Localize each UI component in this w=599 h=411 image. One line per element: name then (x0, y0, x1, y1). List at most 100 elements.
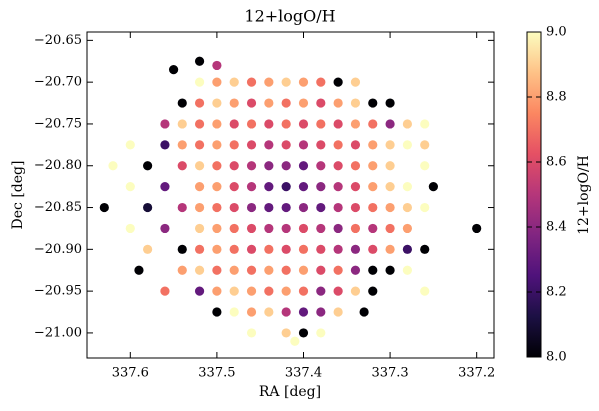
colorbar-tick-label: 8.4 (546, 220, 567, 235)
point (125, 140, 135, 150)
colorbar-tick-label: 9.0 (546, 25, 567, 40)
point (298, 265, 309, 275)
point (125, 182, 135, 192)
y-tick-label: −20.80 (34, 158, 82, 173)
point (281, 182, 291, 192)
point (368, 265, 378, 275)
point (177, 140, 187, 150)
y-axis-label: Dec [deg] (10, 161, 26, 230)
point (350, 140, 361, 150)
point (99, 202, 109, 213)
point (229, 119, 239, 129)
x-axis-label: RA [deg] (259, 384, 321, 400)
point (385, 244, 395, 254)
point (402, 140, 413, 150)
point (298, 202, 309, 213)
point (143, 161, 153, 171)
point (316, 182, 326, 192)
point (420, 161, 430, 171)
point (177, 244, 187, 254)
point (194, 119, 205, 129)
point (125, 223, 135, 234)
point (350, 265, 361, 275)
point (246, 140, 257, 150)
point (316, 161, 326, 171)
point (246, 119, 257, 129)
point (402, 182, 413, 192)
point (229, 307, 239, 317)
point (229, 223, 239, 234)
x-tick-label: 337.2 (458, 366, 495, 381)
point (385, 98, 395, 108)
point (350, 161, 361, 171)
point (281, 140, 291, 150)
point (298, 244, 309, 254)
point (212, 119, 222, 129)
point (402, 202, 413, 213)
point (212, 77, 222, 87)
point (194, 56, 205, 66)
point (420, 119, 430, 129)
y-tick-label: −20.65 (34, 33, 82, 48)
point (281, 77, 291, 87)
point (160, 286, 170, 296)
point (333, 182, 343, 192)
point (350, 223, 361, 234)
y-tick-label: −21.00 (34, 325, 82, 340)
point (212, 182, 222, 192)
point (264, 307, 274, 317)
point (229, 244, 239, 254)
point (316, 223, 326, 234)
point (298, 223, 309, 234)
point (212, 60, 222, 71)
point (420, 286, 430, 296)
point (229, 98, 239, 108)
point (316, 265, 326, 275)
point (194, 244, 205, 254)
point (212, 265, 222, 275)
point (368, 140, 378, 150)
point (350, 202, 361, 213)
point (246, 98, 257, 108)
point (212, 202, 222, 213)
point (229, 286, 239, 296)
point (212, 161, 222, 171)
point (385, 182, 395, 192)
point (333, 161, 343, 171)
point (264, 182, 274, 192)
x-tick-label: 337.3 (371, 366, 408, 381)
point (298, 328, 309, 338)
point (333, 265, 343, 275)
point (229, 265, 239, 275)
y-tick-label: −20.90 (34, 242, 82, 257)
point (264, 286, 274, 296)
point (177, 202, 187, 213)
point (333, 77, 343, 87)
point (229, 161, 239, 171)
point (420, 140, 430, 150)
colorbar-label: 12+logO/H (576, 155, 592, 235)
point (229, 182, 239, 192)
point (281, 119, 291, 129)
x-tick-label: 337.6 (112, 366, 149, 381)
point (428, 182, 438, 192)
point (350, 98, 361, 108)
point (316, 119, 326, 129)
point (177, 161, 187, 171)
point (194, 265, 205, 275)
colorbar (526, 31, 542, 358)
point (333, 202, 343, 213)
point (264, 244, 274, 254)
points (99, 56, 482, 346)
point (281, 307, 291, 317)
point (385, 119, 395, 129)
point (385, 223, 395, 234)
point (281, 98, 291, 108)
point (246, 182, 257, 192)
point (350, 182, 361, 192)
point (246, 328, 257, 338)
point (385, 265, 395, 275)
point (281, 286, 291, 296)
point (333, 286, 343, 296)
